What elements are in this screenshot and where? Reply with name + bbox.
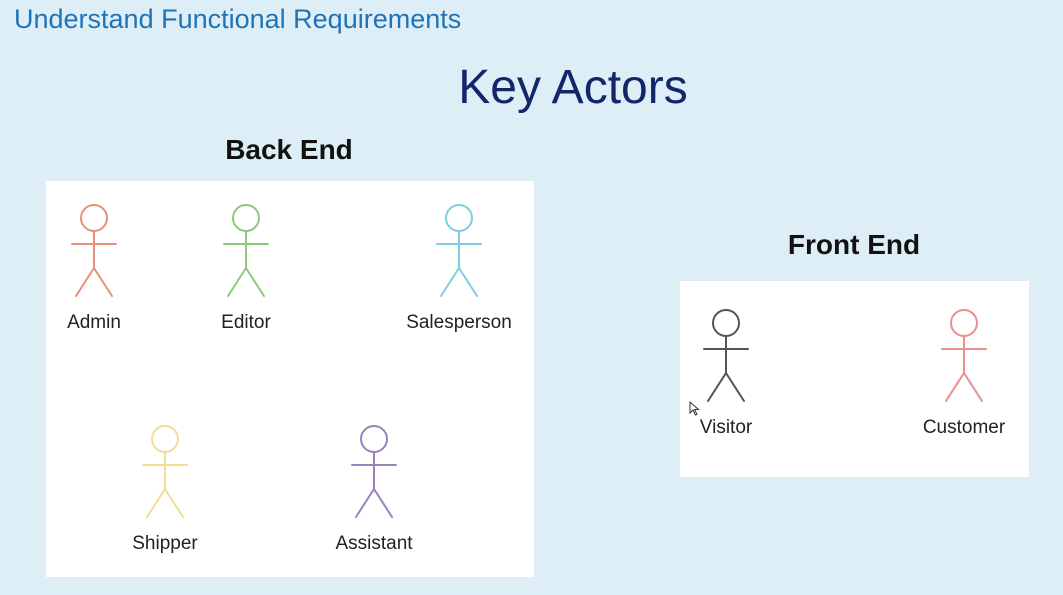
front-end-title: Front End [787,229,921,260]
front-end-panel: Visitor Customer [680,281,1029,477]
back-end-title: Back End [225,134,353,165]
actor-shipper: Shipper [95,423,235,555]
stick-figure-icon [351,425,397,518]
stick-figure-icon [941,309,987,402]
actor-admin: Admin [24,202,164,334]
actor-label: Assistant [335,533,413,554]
stick-figure-icon [142,425,188,518]
actor-salesperson: Salesperson [389,202,529,334]
slide-title: Key Actors [458,61,688,114]
actor-assistant: Assistant [304,423,444,555]
stick-figure-icon [703,309,749,402]
actor-editor: Editor [176,202,316,334]
actor-label: Customer [922,417,1006,438]
stick-figure-icon [436,204,482,297]
actor-customer: Customer [894,307,1034,439]
stick-figure-icon [223,204,269,297]
actor-label: Visitor [699,417,753,438]
actor-visitor: Visitor [656,307,796,439]
mouse-pointer-icon [689,401,700,416]
back-end-panel: Admin Editor Salesperson Shipper Assista… [46,181,534,577]
actor-label: Salesperson [406,312,512,333]
actor-label: Editor [221,312,271,333]
actor-label: Shipper [132,533,198,554]
stick-figure-icon [71,204,117,297]
actor-label: Admin [67,312,121,333]
slide-header: Understand Functional Requirements [14,4,462,34]
